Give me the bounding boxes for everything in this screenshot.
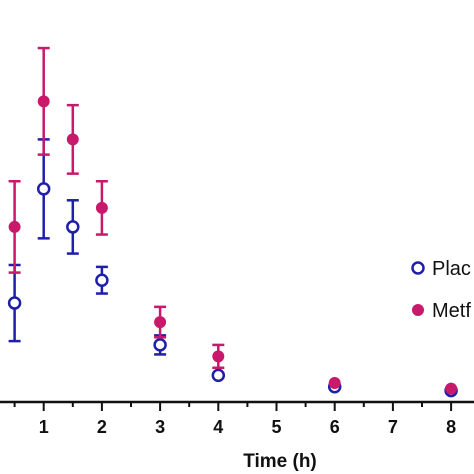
- data-point: [328, 376, 341, 389]
- x-tick-label: 4: [213, 417, 223, 437]
- data-point: [8, 220, 21, 233]
- legend: Plac Metf: [411, 258, 471, 322]
- data-point: [95, 273, 109, 287]
- series-plac: [7, 138, 458, 398]
- x-tick-label: 1: [39, 417, 49, 437]
- legend-label: Plac: [432, 258, 471, 280]
- legend-marker: [412, 304, 424, 316]
- legend-item-metf: Metf: [412, 300, 471, 322]
- data-point: [153, 338, 167, 352]
- legend-item-plac: Plac: [411, 258, 471, 280]
- x-tick-label: 7: [388, 417, 398, 437]
- x-tick-label: 8: [446, 417, 456, 437]
- x-tick-label: 6: [330, 417, 340, 437]
- x-axis: 1 2 3 4 5 6 7 8: [0, 400, 474, 437]
- data-point: [445, 382, 458, 395]
- data-point: [212, 350, 225, 363]
- x-tick-label: 2: [97, 417, 107, 437]
- data-point: [154, 316, 167, 329]
- data-point: [37, 95, 50, 108]
- data-point: [211, 368, 226, 383]
- series-layer: [7, 46, 458, 398]
- data-point: [7, 296, 22, 310]
- legend-marker: [411, 261, 425, 275]
- x-tick-label: 3: [155, 417, 165, 437]
- data-point: [95, 201, 108, 214]
- data-point: [36, 182, 51, 196]
- data-point: [66, 220, 80, 234]
- data-point: [66, 133, 79, 146]
- series-metf: [8, 46, 458, 395]
- legend-label: Metf: [432, 300, 471, 322]
- x-axis-title: Time (h): [243, 451, 317, 472]
- x-tick-label: 5: [271, 417, 281, 437]
